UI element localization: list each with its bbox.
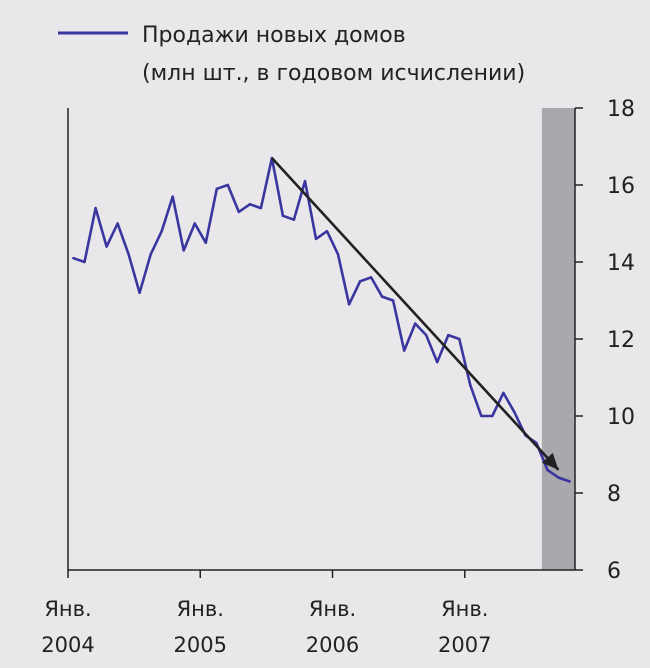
data-point: [436, 360, 439, 364]
data-point: [160, 230, 163, 233]
legend: Продажи новых домов (млн шт., в годовом …: [58, 23, 525, 86]
x-axis: Янв. 2004 Янв. 2005 Янв. 2006 Янв. 2007: [41, 570, 492, 657]
data-point: [502, 391, 505, 395]
data-point: [105, 245, 108, 248]
data-point: [72, 256, 75, 260]
data-point: [557, 476, 560, 479]
data-point: [358, 280, 362, 283]
data-point: [281, 214, 285, 217]
shaded-period: [541, 108, 575, 570]
trend-arrow-head: [541, 452, 559, 470]
plot-frame: [67, 108, 576, 571]
y-axis: 6 8 10 12 14 16 18: [575, 97, 635, 584]
data-point: [182, 249, 185, 252]
data-point: [469, 384, 472, 387]
y-tick-label: 6: [607, 559, 621, 584]
data-point: [336, 253, 340, 256]
data-point: [546, 468, 549, 472]
data-point: [237, 210, 241, 214]
data-point: [425, 333, 428, 337]
data-point: [314, 237, 318, 241]
series-line: [72, 156, 571, 483]
data-point: [480, 414, 483, 418]
y-tick-label: 10: [607, 405, 635, 430]
y-tick-label: 18: [607, 97, 635, 122]
x-tick-label-month: Янв.: [309, 597, 356, 621]
series-layer: [72, 156, 571, 483]
data-point: [215, 187, 218, 191]
data-point: [248, 203, 252, 206]
x-tick-label-month: Янв.: [177, 597, 224, 621]
data-point: [303, 179, 307, 183]
y-tick-label: 8: [607, 482, 621, 507]
x-tick-label-year: 2006: [306, 633, 359, 657]
data-point: [193, 222, 196, 225]
data-point: [149, 253, 152, 256]
data-point: [491, 414, 494, 418]
data-point: [292, 218, 296, 221]
x-tick-label-year: 2007: [438, 633, 491, 657]
data-point: [204, 241, 207, 244]
y-tick-label: 16: [607, 174, 635, 199]
data-point: [369, 276, 373, 279]
x-tick-label-year: 2005: [174, 633, 227, 657]
data-point: [513, 410, 516, 414]
x-tick-label-month: Янв.: [441, 597, 488, 621]
x-tick-label-year: 2004: [41, 633, 94, 657]
data-point: [447, 333, 450, 337]
data-point: [568, 480, 571, 483]
data-point: [226, 183, 230, 187]
x-tick-label-month: Янв.: [44, 597, 91, 621]
legend-label-line2: (млн шт., в годовом исчислении): [142, 61, 525, 86]
trend-arrow-shaft: [270, 157, 560, 471]
trend-arrow-layer: [270, 157, 560, 471]
data-point: [458, 337, 461, 341]
data-point: [325, 230, 329, 233]
y-tick-label: 12: [607, 328, 635, 353]
data-point: [380, 295, 384, 298]
legend-label-line1: Продажи новых домов: [142, 23, 406, 48]
data-point: [402, 349, 406, 352]
data-point: [413, 322, 417, 325]
y-tick-label: 14: [607, 251, 635, 276]
data-point: [138, 291, 141, 294]
data-point: [171, 195, 174, 198]
data-point: [259, 206, 263, 210]
data-point: [83, 260, 86, 264]
data-point: [391, 299, 395, 302]
data-point: [127, 253, 130, 256]
data-point: [94, 206, 97, 210]
data-point: [116, 222, 119, 225]
data-point: [347, 303, 351, 306]
